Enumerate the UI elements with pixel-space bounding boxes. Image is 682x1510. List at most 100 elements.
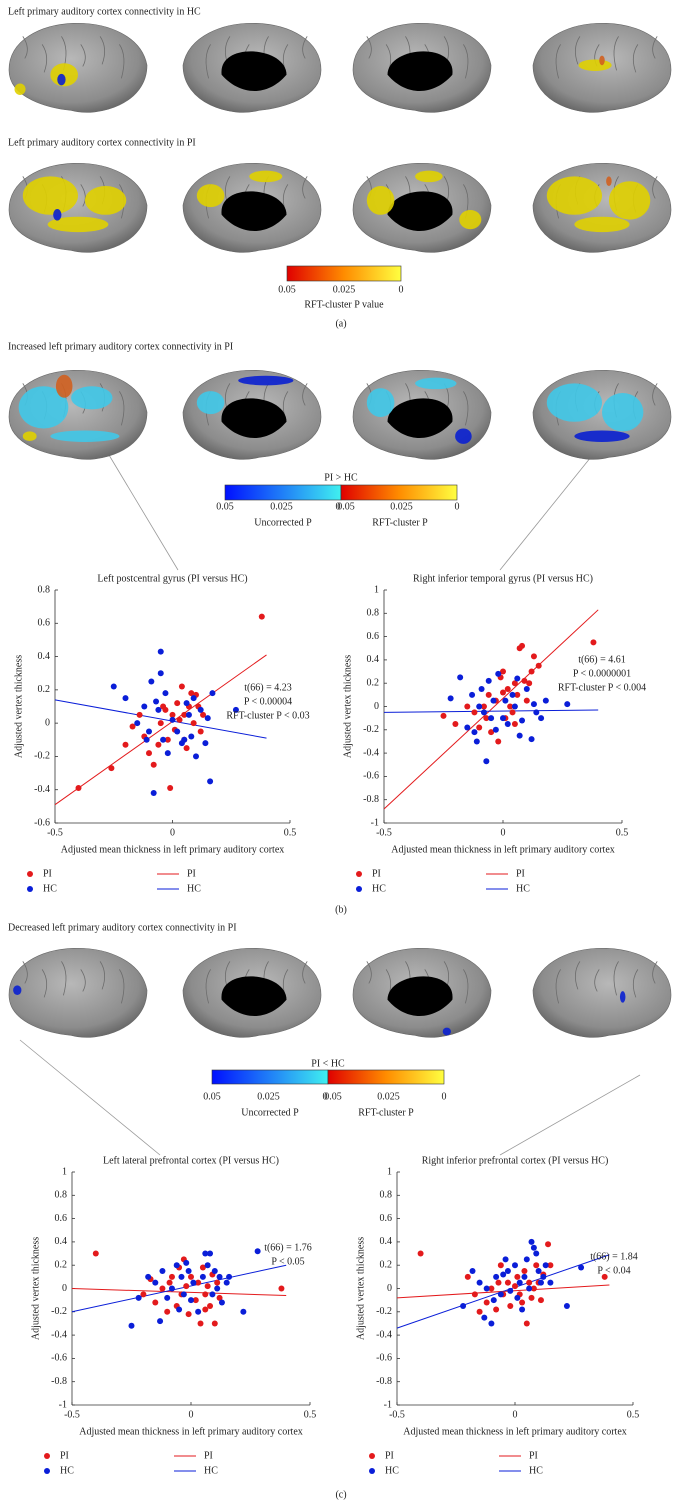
data-point [258,613,265,620]
fit-line [71,1288,287,1296]
data-point [514,1273,521,1280]
data-point [188,1297,194,1304]
colorbar-tick-label: 0 [442,1091,447,1102]
data-point [129,723,136,730]
y-tick-label: -0.6 [376,1353,392,1364]
data-point [495,1279,502,1286]
data-point [483,1299,490,1306]
corpus-callosum [387,398,453,439]
x-tick-label: 0.5 [627,1409,640,1420]
data-point [485,691,492,698]
y-tick-label: -0.4 [34,784,50,795]
data-point [473,738,480,745]
y-tick-label: 0.6 [55,1213,68,1224]
brain [532,370,672,460]
activation [196,391,225,415]
legend-label: HC [60,1465,74,1476]
data-point [476,703,483,710]
data-point [174,728,181,735]
activation [619,991,626,1003]
data-point [471,1291,478,1298]
activation [196,184,225,208]
data-point [157,720,164,727]
data-point [535,662,542,669]
data-point [155,741,162,748]
data-point [545,1241,552,1248]
data-point [75,785,82,792]
data-point [181,736,188,743]
y-tick-label: -0.8 [376,1376,392,1387]
brain [352,370,492,460]
data-point [197,728,204,735]
chart-title: Left postcentral gyrus (PI versus HC) [97,573,247,584]
data-point [535,1268,542,1275]
data-point [216,1273,223,1280]
data-point [204,715,211,722]
annotation: t(66) = 4.61 [578,654,626,665]
data-point [542,697,549,704]
data-point [207,1250,214,1257]
brain [182,163,322,253]
brain [8,23,148,113]
y-tick-label: 0 [374,701,379,712]
data-point [162,706,169,713]
data-point [178,683,185,690]
x-axis-label: Adjusted mean thickness in left primary … [61,844,285,855]
data-point [528,1238,535,1245]
legend-label: PI [187,868,196,879]
data-point [502,1256,509,1263]
data-point [168,1285,175,1292]
panel-title: Left primary auditory cortex connectivit… [8,6,201,17]
colorbar-tick-label: 0.025 [333,284,356,295]
data-point [190,695,197,702]
y-tick-label: 0 [62,1283,67,1294]
data-point [514,1294,521,1301]
data-point [511,720,518,727]
annotation: t(66) = 1.84 [590,1251,638,1262]
sulcus [302,176,308,199]
colorbar [286,265,402,282]
y-tick-label: -0.6 [34,817,50,828]
data-point [457,674,464,681]
y-tick-label: -0.6 [51,1353,67,1364]
sulcus [555,969,561,1004]
activation [22,431,37,441]
y-tick-label: -0.2 [51,1306,67,1317]
colorbar-tick-label: 0.025 [257,1091,280,1102]
data-point [134,720,141,727]
y-axis-label: Adjusted vertex thickness [342,655,353,758]
data-point [521,677,528,684]
y-tick-label: 0.6 [367,631,380,642]
x-axis-label: Adjusted mean thickness in left primary … [79,1426,303,1437]
y-tick-label: 0.6 [38,618,51,629]
activation [71,386,113,410]
corpus-callosum [221,51,287,92]
activation [415,377,457,390]
data-point [493,1306,500,1313]
data-point [516,732,523,739]
connector [99,439,179,571]
data-point [254,1248,261,1255]
data-point [141,703,148,710]
brain-surface [532,948,672,1038]
legend-marker [44,1453,50,1459]
data-point [509,709,516,716]
data-point [122,695,129,702]
data-point [164,1308,171,1315]
legend-label: HC [204,1465,218,1476]
data-point [547,1262,554,1269]
data-point [480,709,487,716]
data-point [146,728,152,735]
y-tick-label: 0.8 [380,1190,393,1201]
activation [14,83,26,95]
corpus-callosum [221,976,287,1017]
panel-tag: (a) [335,318,346,329]
data-point [507,1302,514,1309]
data-point [476,1279,483,1286]
data-point [530,1285,537,1292]
data-point [211,1320,218,1327]
data-point [223,1279,230,1286]
activation [455,428,472,444]
colorbar [224,484,342,501]
data-point [157,670,164,677]
